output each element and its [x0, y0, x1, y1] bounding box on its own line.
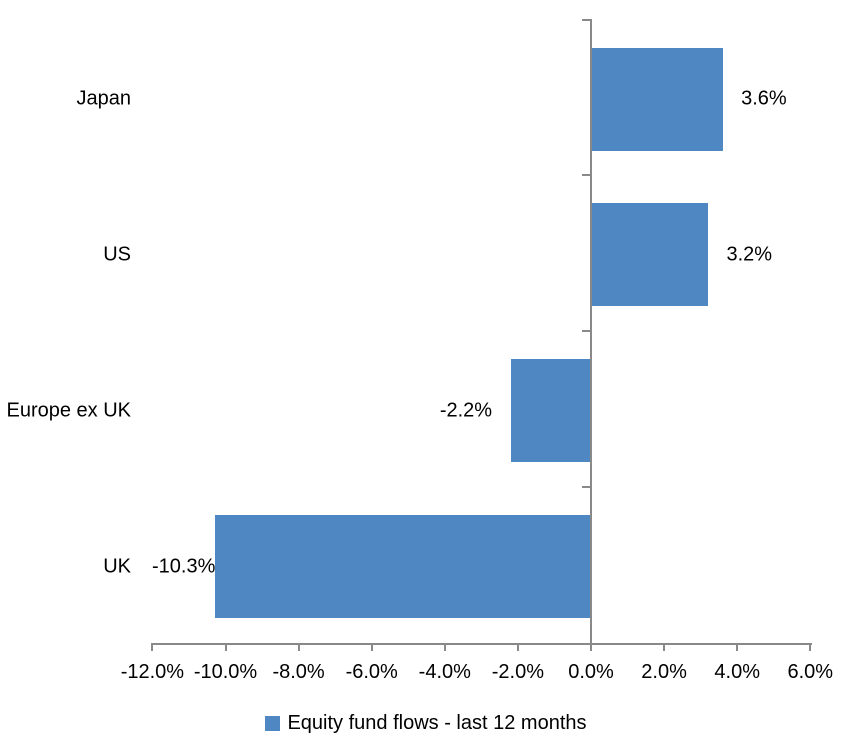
x-tick-10-0 — [224, 643, 227, 651]
x-tick-2-0 — [663, 643, 666, 651]
x-tick-label-4-0: -4.0% — [418, 661, 471, 683]
x-tick-label-10-0: -10.0% — [193, 661, 258, 683]
category-label-us: US — [103, 243, 131, 266]
bar-uk — [214, 515, 591, 619]
x-tick-12-0 — [151, 643, 154, 651]
value-label-europe-ex-uk: -2.2% — [439, 399, 493, 422]
x-tick-0-0 — [590, 643, 592, 651]
category-label-uk: UK — [103, 555, 131, 578]
x-tick-8-0 — [297, 643, 300, 651]
value-label-japan: 3.6% — [741, 87, 787, 110]
x-tick-label-8-0: -8.0% — [272, 661, 325, 683]
category-boundary-tick-3 — [582, 486, 590, 489]
bar-us — [591, 203, 708, 307]
x-tick-label-4-0: 4.0% — [714, 661, 760, 683]
value-label-us: 3.2% — [726, 243, 773, 266]
x-tick-2-0 — [516, 643, 519, 651]
x-tick-label-12-0: -12.0% — [120, 661, 185, 683]
x-tick-label-2-0: -2.0% — [491, 661, 545, 683]
category-boundary-tick-0 — [582, 18, 590, 21]
x-tick-6-0 — [809, 643, 812, 651]
category-label-europe-ex-uk: Europe ex UK — [6, 399, 131, 422]
legend-label: Equity fund flows - last 12 months — [287, 711, 587, 734]
value-label-uk: -10.3% — [152, 555, 216, 578]
category-boundary-tick-2 — [582, 330, 590, 333]
x-tick-label-2-0: 2.0% — [641, 661, 687, 683]
x-tick-4-0 — [736, 643, 739, 651]
x-tick-label-6-0: -6.0% — [345, 661, 398, 683]
x-tick-4-0 — [443, 643, 446, 651]
zero-axis-line — [589, 18, 592, 645]
x-tick-6-0 — [370, 643, 373, 651]
category-boundary-tick-1 — [582, 174, 590, 177]
bar-europe-ex-uk — [510, 359, 591, 463]
bar-japan — [591, 47, 723, 151]
legend: Equity fund flows - last 12 months — [0, 705, 852, 741]
x-tick-label-0-0: 0.0% — [568, 661, 614, 683]
category-label-japan: Japan — [76, 87, 132, 110]
x-tick-label-6-0: 6.0% — [787, 661, 834, 683]
legend-marker-icon — [265, 715, 281, 731]
x-axis-line — [151, 643, 812, 645]
